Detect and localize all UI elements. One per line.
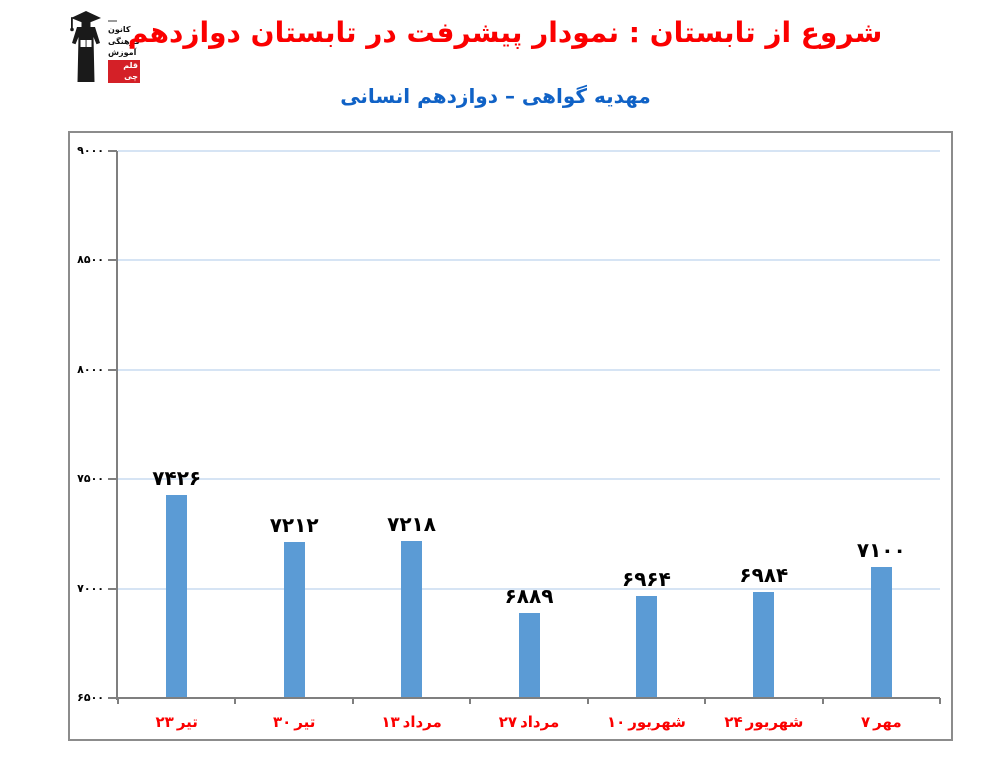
x-label-day: ۳۰ [272, 713, 292, 731]
x-tick [704, 698, 707, 704]
y-tick [108, 368, 117, 371]
y-gridline [118, 259, 940, 262]
page-title: شروع از تابستان : نمودار پیشرفت در تابست… [127, 16, 883, 49]
logo-line-3: آموزش [108, 48, 137, 58]
y-tick [108, 259, 117, 262]
bar-chart: ۶۵۰۰ ۷۰۰۰ ۷۵۰۰ ۸۰۰۰ ۸۵۰۰ ۹۰۰۰ ۷۴۲۶ ۲۳ تیر ۷۲۱۲ ۳۰ ت… [70, 133, 951, 739]
logo-badge: قلم چی [108, 59, 140, 83]
y-axis [116, 151, 118, 700]
y-tick [108, 150, 117, 152]
kanoon-logo: کانون فرهنگی آموزش قلم چی [66, 8, 140, 88]
y-gridline [118, 587, 940, 590]
x-label-month: تیر [294, 713, 316, 731]
x-tick [586, 698, 589, 704]
chart-frame: ۶۵۰۰ ۷۰۰۰ ۷۵۰۰ ۸۰۰۰ ۸۵۰۰ ۹۰۰۰ ۷۴۲۶ ۲۳ تیر ۷۲۱۲ ۳۰ ت… [68, 131, 953, 741]
y-axis-label: ۷۰۰۰ [77, 581, 104, 595]
page-subtitle: مهدیه گواهی – دوازدهم انسانی [340, 84, 651, 108]
x-axis-label: ۲۷ مرداد [467, 713, 591, 731]
bar-value-label: ۷۲۱۲ [269, 513, 319, 538]
bar [166, 495, 188, 698]
x-label-month: شهریور [745, 713, 804, 731]
y-axis-label: ۸۵۰۰ [77, 253, 104, 267]
x-axis-label: ۷ مهر [819, 713, 943, 731]
x-label-month: مرداد [402, 713, 442, 731]
x-label-day: ۲۳ [155, 713, 174, 731]
x-axis-label: ۳۰ تیر [232, 713, 356, 731]
bar [753, 592, 775, 698]
bar [870, 566, 892, 698]
bar-value-label: ۶۹۸۴ [739, 563, 789, 588]
x-label-month: تیر [176, 713, 198, 731]
logo-text-block: کانون فرهنگی آموزش قلم چی [108, 8, 140, 88]
bar-value-label: ۷۱۰۰ [856, 537, 906, 562]
x-tick [821, 698, 824, 704]
logo-line-1: کانون [108, 25, 131, 34]
y-axis-label: ۷۵۰۰ [77, 472, 104, 486]
x-label-month: مرداد [520, 713, 560, 731]
x-tick [939, 698, 941, 704]
y-tick [108, 478, 117, 481]
y-axis-label: ۶۵۰۰ [77, 691, 104, 704]
y-gridline [118, 150, 940, 152]
y-gridline [118, 478, 940, 481]
y-axis-label: ۹۰۰۰ [77, 144, 104, 157]
y-gridline [118, 368, 940, 371]
x-label-month: مهر [873, 713, 902, 731]
logo-line-2: فرهنگی [108, 36, 140, 46]
x-label-month: شهریور [628, 713, 686, 731]
x-axis-label: ۱۳ مرداد [350, 713, 474, 731]
logo-dash [108, 20, 117, 22]
bar [518, 612, 540, 698]
x-label-day: ۱۰ [606, 713, 626, 731]
bar [401, 540, 423, 698]
x-axis [116, 697, 940, 699]
bar-value-label: ۷۲۱۸ [387, 511, 436, 536]
x-tick [234, 698, 237, 704]
graduate-silhouette-icon [70, 11, 101, 82]
x-axis-label: ۱۰ شهریور [584, 713, 708, 731]
x-tick [351, 698, 354, 704]
x-label-day: ۱۳ [381, 713, 400, 731]
y-axis-label: ۸۰۰۰ [77, 362, 104, 376]
x-label-day: ۲۴ [724, 713, 743, 731]
x-label-day: ۲۷ [498, 713, 518, 731]
x-axis-label: ۲۳ تیر [115, 713, 239, 731]
x-axis-label: ۲۴ شهریور [702, 713, 826, 731]
bar [283, 542, 305, 698]
x-tick [117, 698, 119, 704]
bar-value-label: ۶۹۶۴ [622, 567, 671, 592]
x-tick [469, 698, 472, 704]
bar-value-label: ۷۴۲۶ [152, 466, 202, 491]
bar [635, 596, 657, 698]
y-tick [108, 697, 117, 699]
bar-value-label: ۶۸۸۹ [504, 583, 554, 608]
x-label-day: ۷ [860, 713, 871, 731]
y-tick [108, 587, 117, 590]
